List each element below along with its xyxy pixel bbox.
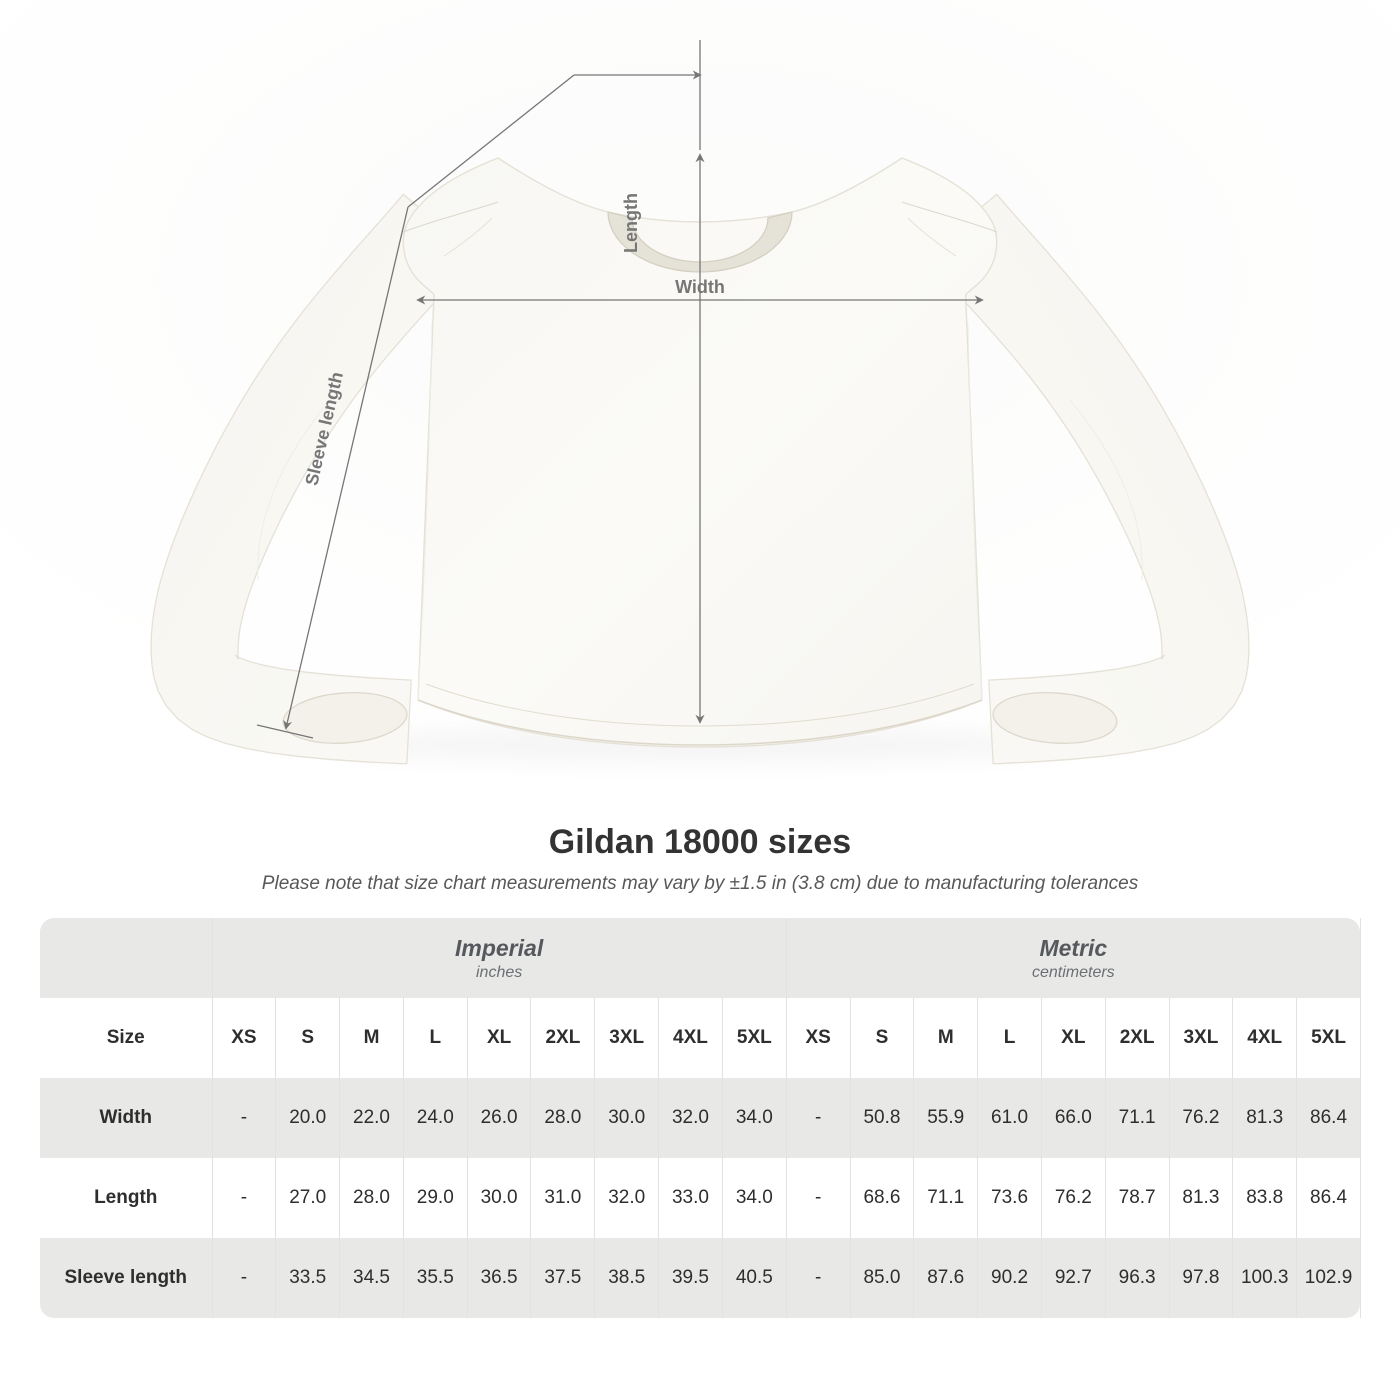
svg-text:Sleeve length: Sleeve length	[301, 370, 347, 488]
svg-text:Length: Length	[621, 193, 641, 253]
svg-text:Width: Width	[675, 277, 725, 297]
